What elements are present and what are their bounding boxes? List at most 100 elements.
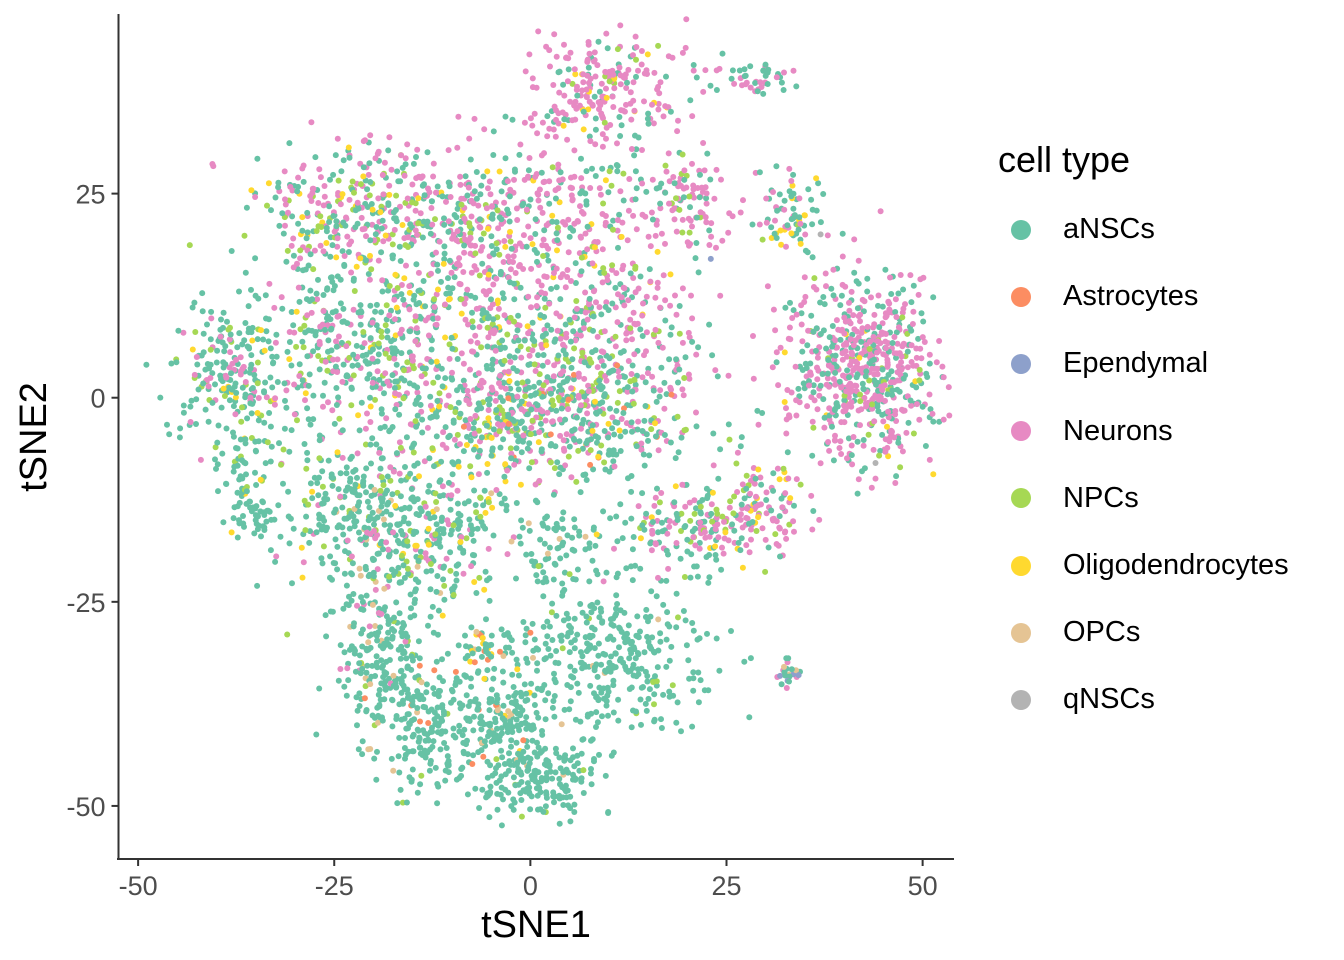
data-point bbox=[476, 324, 483, 330]
data-point bbox=[398, 375, 405, 382]
data-point bbox=[689, 620, 696, 626]
data-point bbox=[442, 301, 448, 308]
data-point bbox=[555, 161, 562, 168]
data-point bbox=[372, 623, 379, 629]
data-point bbox=[784, 222, 791, 229]
data-point bbox=[564, 78, 571, 85]
data-point bbox=[271, 304, 278, 311]
data-point bbox=[441, 250, 448, 257]
data-point bbox=[793, 83, 800, 90]
data-point bbox=[598, 80, 605, 87]
data-point bbox=[498, 747, 505, 754]
data-point bbox=[629, 428, 635, 435]
data-point bbox=[731, 493, 738, 500]
data-point bbox=[540, 179, 547, 186]
data-point bbox=[364, 410, 370, 417]
data-point bbox=[504, 206, 511, 213]
data-point bbox=[598, 386, 605, 393]
data-point bbox=[463, 535, 470, 542]
data-point bbox=[302, 390, 309, 397]
data-point bbox=[634, 650, 641, 656]
data-point bbox=[568, 192, 575, 199]
data-point bbox=[623, 85, 630, 91]
data-point bbox=[768, 224, 775, 231]
data-point bbox=[363, 465, 370, 472]
data-point bbox=[431, 304, 438, 310]
data-point bbox=[445, 296, 452, 303]
data-point bbox=[231, 504, 238, 511]
data-point bbox=[526, 51, 533, 58]
data-point bbox=[389, 491, 396, 498]
data-point bbox=[419, 416, 426, 423]
data-point bbox=[337, 493, 344, 500]
data-point bbox=[356, 652, 363, 659]
data-point bbox=[473, 169, 480, 175]
data-point bbox=[376, 703, 383, 710]
data-point bbox=[464, 791, 471, 798]
data-point bbox=[355, 502, 361, 509]
data-point bbox=[779, 504, 786, 511]
data-point bbox=[305, 501, 312, 508]
data-point bbox=[389, 424, 396, 430]
data-point bbox=[389, 372, 396, 379]
data-point bbox=[556, 795, 563, 802]
data-point bbox=[535, 352, 542, 359]
data-point bbox=[193, 396, 200, 403]
data-point bbox=[601, 119, 608, 126]
data-point bbox=[763, 489, 770, 496]
data-point bbox=[419, 365, 426, 372]
data-point bbox=[533, 572, 540, 579]
data-point bbox=[467, 675, 474, 682]
data-point bbox=[560, 509, 567, 516]
data-point bbox=[561, 447, 568, 454]
data-point bbox=[357, 181, 364, 188]
data-point bbox=[505, 708, 512, 715]
data-point bbox=[707, 82, 714, 89]
data-point bbox=[553, 750, 560, 757]
data-point bbox=[614, 217, 621, 224]
data-point bbox=[371, 521, 377, 528]
data-point bbox=[413, 261, 420, 268]
data-point bbox=[374, 637, 381, 644]
data-point bbox=[288, 427, 295, 434]
data-point bbox=[523, 206, 530, 213]
data-point bbox=[574, 631, 581, 638]
data-point bbox=[392, 406, 399, 413]
data-point bbox=[359, 598, 366, 605]
data-point bbox=[237, 436, 244, 443]
data-point bbox=[515, 438, 522, 445]
data-point bbox=[540, 569, 547, 576]
data-point bbox=[693, 214, 700, 221]
data-point bbox=[402, 161, 409, 168]
data-point bbox=[306, 298, 313, 304]
data-point bbox=[295, 220, 302, 227]
data-point bbox=[327, 176, 333, 183]
data-point bbox=[617, 22, 624, 29]
data-point bbox=[568, 474, 575, 481]
data-point bbox=[564, 274, 571, 280]
data-point bbox=[263, 328, 270, 335]
data-point bbox=[523, 551, 530, 558]
data-point bbox=[434, 261, 441, 268]
data-point bbox=[630, 534, 637, 540]
data-point bbox=[682, 503, 689, 510]
data-point bbox=[230, 403, 237, 410]
data-point bbox=[291, 329, 298, 336]
data-point bbox=[602, 69, 609, 76]
data-point bbox=[483, 362, 490, 369]
data-point bbox=[427, 561, 434, 567]
data-point bbox=[656, 499, 663, 506]
data-point bbox=[646, 452, 653, 459]
data-point bbox=[510, 253, 517, 260]
data-point bbox=[706, 321, 713, 328]
data-point bbox=[447, 549, 454, 556]
data-point bbox=[605, 434, 612, 441]
data-point bbox=[430, 315, 437, 322]
data-point bbox=[364, 221, 371, 228]
data-point bbox=[381, 640, 388, 647]
data-point bbox=[632, 263, 639, 270]
data-point bbox=[693, 563, 700, 570]
data-point bbox=[417, 401, 424, 408]
data-point bbox=[611, 431, 618, 438]
data-point bbox=[648, 588, 655, 595]
